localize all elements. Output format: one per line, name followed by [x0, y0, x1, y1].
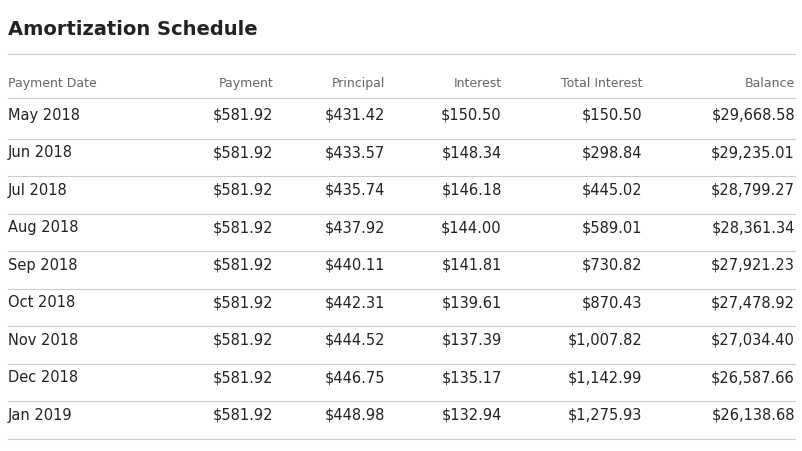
Text: $1,142.99: $1,142.99 — [567, 369, 642, 384]
Text: Balance: Balance — [743, 77, 794, 90]
Text: $135.17: $135.17 — [441, 369, 501, 384]
Text: $27,921.23: $27,921.23 — [711, 257, 794, 272]
Text: Interest: Interest — [453, 77, 501, 90]
Text: $435.74: $435.74 — [325, 182, 385, 197]
Text: $581.92: $581.92 — [213, 182, 273, 197]
Text: $29,235.01: $29,235.01 — [711, 145, 794, 160]
Text: $150.50: $150.50 — [581, 107, 642, 122]
Text: $581.92: $581.92 — [213, 220, 273, 235]
Text: $1,007.82: $1,007.82 — [567, 332, 642, 347]
Text: Amortization Schedule: Amortization Schedule — [8, 20, 257, 39]
Text: $581.92: $581.92 — [213, 407, 273, 422]
Text: $581.92: $581.92 — [213, 332, 273, 347]
Text: $298.84: $298.84 — [581, 145, 642, 160]
Text: Aug 2018: Aug 2018 — [8, 220, 79, 235]
Text: $581.92: $581.92 — [213, 295, 273, 309]
Text: $137.39: $137.39 — [441, 332, 501, 347]
Text: $29,668.58: $29,668.58 — [711, 107, 794, 122]
Text: Total Interest: Total Interest — [561, 77, 642, 90]
Text: $431.42: $431.42 — [325, 107, 385, 122]
Text: $146.18: $146.18 — [441, 182, 501, 197]
Text: $26,138.68: $26,138.68 — [711, 407, 794, 422]
Text: Jun 2018: Jun 2018 — [8, 145, 73, 160]
Text: May 2018: May 2018 — [8, 107, 80, 122]
Text: Dec 2018: Dec 2018 — [8, 369, 78, 384]
Text: $144.00: $144.00 — [441, 220, 501, 235]
Text: $433.57: $433.57 — [325, 145, 385, 160]
Text: $148.34: $148.34 — [441, 145, 501, 160]
Text: Payment Date: Payment Date — [8, 77, 97, 90]
Text: $870.43: $870.43 — [581, 295, 642, 309]
Text: $139.61: $139.61 — [441, 295, 501, 309]
Text: $730.82: $730.82 — [581, 257, 642, 272]
Text: $445.02: $445.02 — [581, 182, 642, 197]
Text: $141.81: $141.81 — [441, 257, 501, 272]
Text: $581.92: $581.92 — [213, 107, 273, 122]
Text: Nov 2018: Nov 2018 — [8, 332, 78, 347]
Text: Jan 2019: Jan 2019 — [8, 407, 72, 422]
Text: $150.50: $150.50 — [441, 107, 501, 122]
Text: $589.01: $589.01 — [581, 220, 642, 235]
Text: $27,034.40: $27,034.40 — [711, 332, 794, 347]
Text: Payment: Payment — [218, 77, 273, 90]
Text: Sep 2018: Sep 2018 — [8, 257, 78, 272]
Text: Principal: Principal — [332, 77, 385, 90]
Text: $581.92: $581.92 — [213, 369, 273, 384]
Text: $448.98: $448.98 — [325, 407, 385, 422]
Text: $28,799.27: $28,799.27 — [710, 182, 794, 197]
Text: $581.92: $581.92 — [213, 257, 273, 272]
Text: Oct 2018: Oct 2018 — [8, 295, 75, 309]
Text: $440.11: $440.11 — [325, 257, 385, 272]
Text: Jul 2018: Jul 2018 — [8, 182, 67, 197]
Text: $446.75: $446.75 — [325, 369, 385, 384]
Text: $1,275.93: $1,275.93 — [567, 407, 642, 422]
Text: $442.31: $442.31 — [325, 295, 385, 309]
Text: $28,361.34: $28,361.34 — [711, 220, 794, 235]
Text: $132.94: $132.94 — [441, 407, 501, 422]
Text: $581.92: $581.92 — [213, 145, 273, 160]
Text: $27,478.92: $27,478.92 — [710, 295, 794, 309]
Text: $26,587.66: $26,587.66 — [711, 369, 794, 384]
Text: $444.52: $444.52 — [325, 332, 385, 347]
Text: $437.92: $437.92 — [325, 220, 385, 235]
